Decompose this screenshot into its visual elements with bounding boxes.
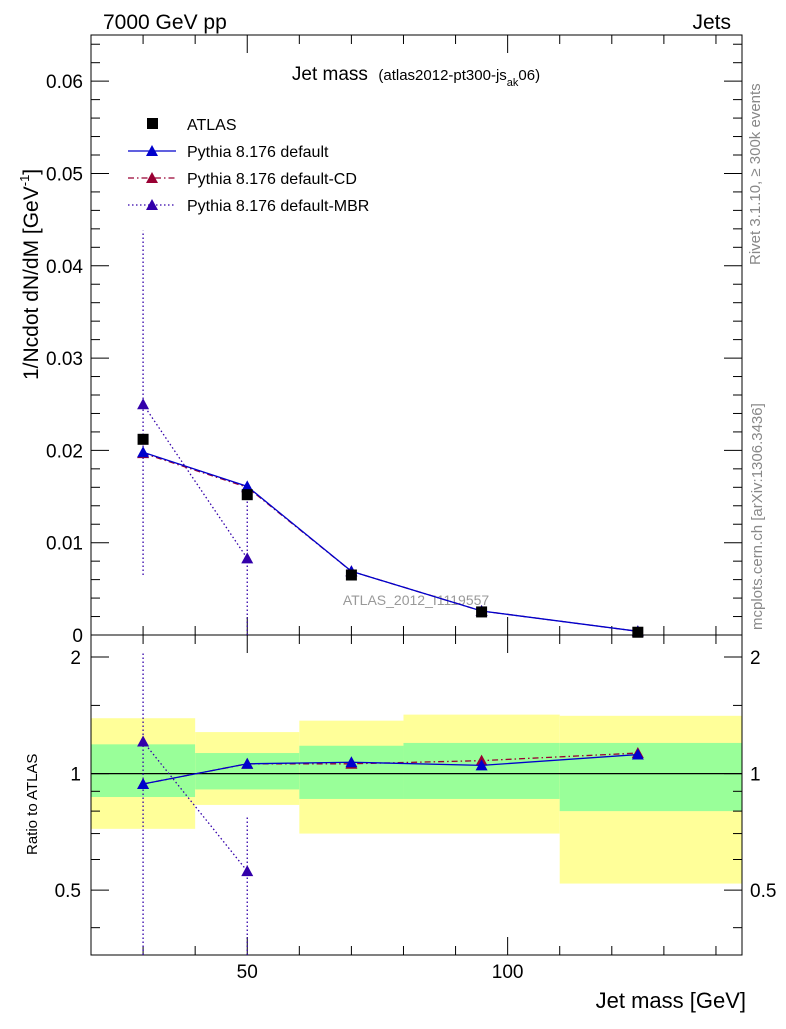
energy-label: 7000 GeV pp [103, 11, 227, 34]
ratio-y-tick-label: 2 [70, 648, 81, 669]
main-series-marker [241, 480, 254, 492]
x-tick-label: 100 [492, 962, 524, 983]
main-series-marker [137, 446, 150, 458]
legend-label: Pythia 8.176 default-MBR [187, 198, 369, 215]
legend-label: Pythia 8.176 default-CD [187, 171, 357, 188]
ratio-series-marker [345, 756, 358, 768]
ratio-y-tick-label-right: 0.5 [750, 881, 776, 902]
ratio-y-axis-label: Ratio to ATLAS [24, 754, 41, 855]
main-y-tick-label: 0.01 [46, 534, 83, 555]
atlas-data-point [345, 569, 357, 581]
main-y-tick-label: 0.06 [46, 72, 83, 93]
y-axis-label: 1/Ncdot dN/dM [GeV-1] [17, 169, 43, 380]
main-y-tick-label: 0.02 [46, 441, 83, 462]
main-y-tick-label: 0 [72, 626, 83, 647]
ratio-y-tick-label: 0.5 [55, 881, 81, 902]
chart-title: Jet mass (atlas2012-pt300-jsak06) [292, 64, 540, 89]
main-series [137, 230, 644, 638]
legend-atlas-marker [147, 118, 158, 129]
atlas-data-point [632, 626, 644, 638]
ratio-series-marker [137, 777, 150, 789]
ratio-series-marker [241, 757, 254, 769]
ratio-band-inner [403, 742, 560, 799]
chart-subtitle-tail: 06) [518, 67, 540, 84]
atlas-data-point [476, 606, 488, 618]
main-axes: 0 0.01 0.02 0.03 0.04 0.05 0.06 [46, 43, 742, 647]
main-series-marker [137, 398, 150, 410]
main-y-tick-label: 0.05 [46, 164, 83, 185]
ratio-series-marker [137, 735, 150, 747]
ratio-series-marker [631, 748, 644, 760]
legend-marker [146, 199, 158, 210]
ratio-y-tick-label-right: 1 [750, 765, 761, 786]
legend-label: Pythia 8.176 default [187, 144, 329, 161]
ratio-bands [91, 714, 742, 884]
mcplots-label: mcplots.cern.ch [arXiv:1306.3436] [749, 403, 766, 630]
main-y-tick-label: 0.04 [46, 257, 83, 278]
legend-label: ATLAS [187, 117, 237, 134]
ratio-band-inner [299, 745, 404, 799]
ratio-band-inner [559, 742, 742, 812]
main-series-marker [241, 552, 254, 564]
ratio-y-tick-label: 1 [70, 765, 81, 786]
rivet-label: Rivet 3.1.10, ≥ 300k events [747, 83, 764, 265]
ratio-series-marker [475, 759, 488, 771]
y-axis-label-sup: -1 [17, 175, 32, 187]
y-axis-label-main: 1/Ncdot dN/dM [GeV [20, 186, 43, 380]
ratio-y-tick-label-right: 2 [750, 648, 761, 669]
ratio-panel-frame [90, 634, 743, 956]
legend: ATLAS Pythia 8.176 default Pythia 8.176 de… [128, 117, 369, 215]
legend-marker [146, 172, 158, 183]
main-series-line [142, 403, 248, 559]
chart-subtitle-main: (atlas2012-pt300-js [378, 67, 506, 84]
y-axis-label-close: ] [20, 169, 43, 175]
x-tick-label: 50 [237, 962, 258, 983]
category-label: Jets [692, 11, 731, 34]
watermark-label: ATLAS_2012_I1119557 [343, 592, 490, 608]
chart-subtitle-sub: ak [507, 77, 519, 89]
ratio-series [137, 652, 644, 955]
x-axis: 50 100 [90, 35, 717, 983]
atlas-data-point [137, 433, 149, 445]
main-y-tick-label: 0.03 [46, 349, 83, 370]
x-axis-label: Jet mass [GeV] [596, 988, 746, 1013]
ratio-series-marker [241, 865, 254, 877]
chart-title-main: Jet mass [292, 64, 368, 85]
legend-marker [146, 145, 158, 156]
atlas-data-point [241, 489, 253, 501]
